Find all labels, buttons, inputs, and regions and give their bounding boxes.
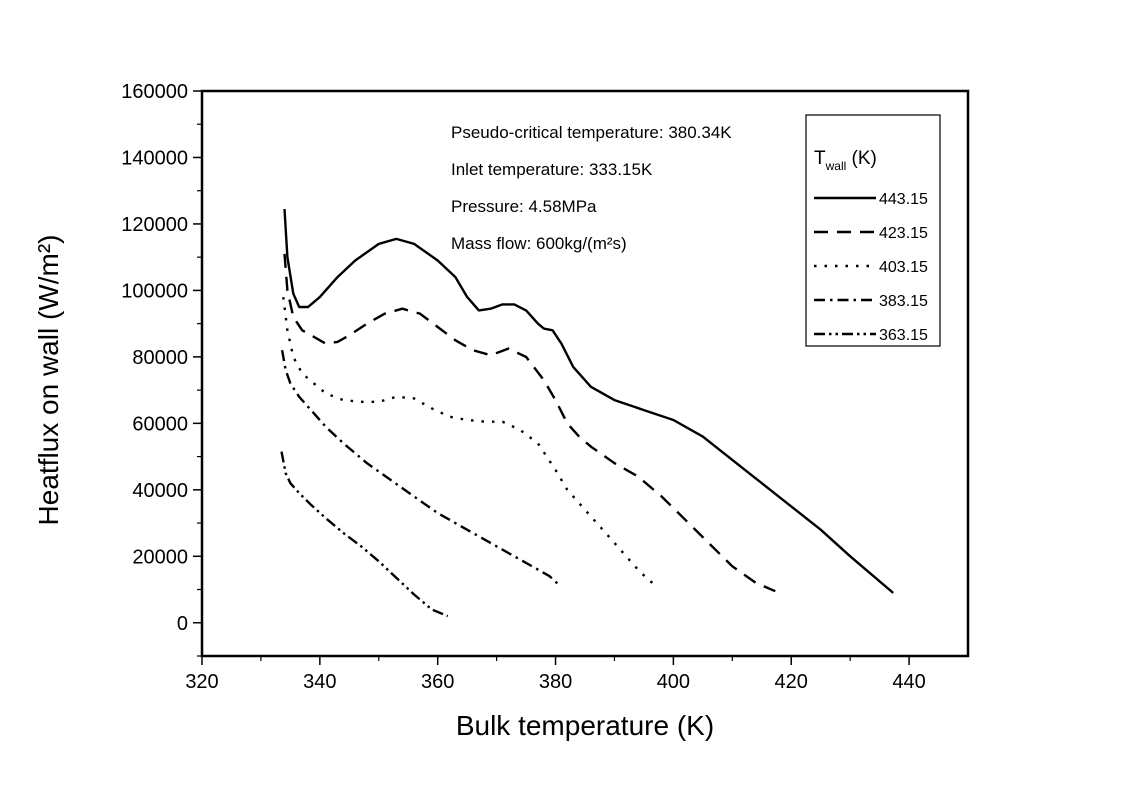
series-layer [280, 208, 894, 618]
legend-label: 403.15 [879, 259, 928, 276]
legend-box [805, 114, 941, 347]
x-tick-label: 360 [421, 671, 454, 693]
legend-entries: 443.15 423.15 403.15 383.15 363.15 [814, 191, 928, 344]
x-tick-label: 400 [657, 671, 690, 693]
tick-labels-layer: 320 340 360 380 400 420 440 0 20000 40000 60000 800… [121, 81, 926, 693]
x-tick-label: 340 [303, 671, 336, 693]
y-tick-label: 140000 [121, 147, 188, 169]
series-line-403-15 [282, 296, 657, 586]
series-line-443-15 [283, 208, 894, 594]
legend-label: 443.15 [879, 191, 928, 208]
x-tick-label: 380 [539, 671, 572, 693]
y-tick-label: 120000 [121, 214, 188, 236]
legend-title: Twall (K) [814, 148, 877, 173]
series-line-423-15 [283, 253, 776, 593]
y-tick-label: 20000 [132, 546, 188, 568]
y-tick-label: 40000 [132, 480, 188, 502]
annotation-mass-flow: Mass flow: 600kg/(m²s) [451, 234, 627, 253]
legend-label: 363.15 [879, 327, 928, 344]
plot-frame [200, 89, 970, 658]
legend: Twall (K) 443.15 423.15 403.15 383.15 363.15 [805, 114, 941, 347]
annotation-block: Pseudo-critical temperature: 380.34K Inl… [451, 123, 732, 253]
y-tick-label: 80000 [132, 347, 188, 369]
x-tick-label: 420 [775, 671, 808, 693]
y-tick-label: 0 [177, 613, 188, 635]
annotation-inlet-temperature: Inlet temperature: 333.15K [451, 160, 653, 179]
annotation-pseudo-critical: Pseudo-critical temperature: 380.34K [451, 123, 732, 142]
y-tick-label: 100000 [121, 280, 188, 302]
series-line-383-15 [280, 349, 560, 586]
x-tick-label: 320 [185, 671, 218, 693]
legend-label: 383.15 [879, 293, 928, 310]
y-tick-label: 60000 [132, 413, 188, 435]
legend-label: 423.15 [879, 225, 928, 242]
y-axis-title: Heatflux on wall (W/m²) [33, 235, 64, 526]
series-line-363-15 [280, 451, 449, 618]
x-axis-title: Bulk temperature (K) [456, 710, 714, 741]
x-tick-label: 440 [892, 671, 925, 693]
y-tick-label: 160000 [121, 81, 188, 103]
annotation-pressure: Pressure: 4.58MPa [451, 197, 597, 216]
